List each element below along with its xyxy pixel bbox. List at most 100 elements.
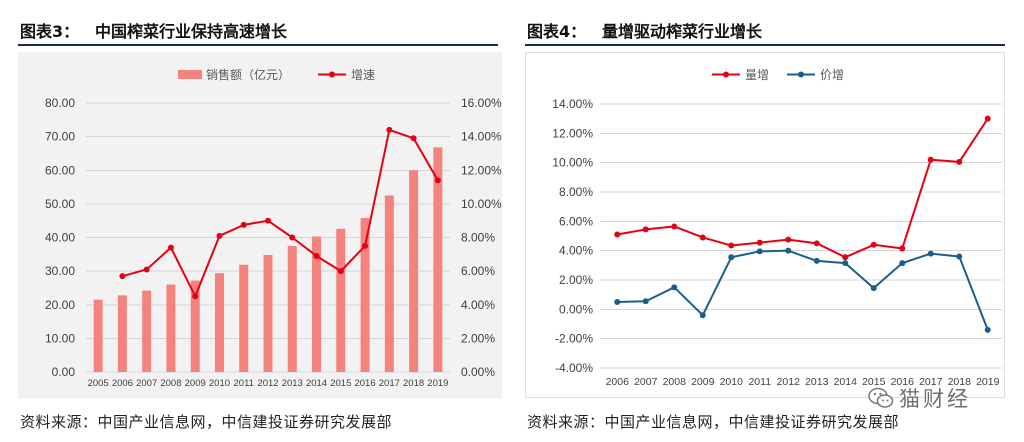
sales-bar-2005 [93,299,103,372]
legend-bar-swatch [178,70,202,79]
volume-growth-point-2015 [870,241,877,248]
price-growth-point-2017 [927,250,934,257]
icon-eye [886,399,889,402]
y-right-tick-label: 2.00% [461,331,495,345]
y-right-tick-label: 6.00% [461,264,495,278]
legend-volume-growth-marker [723,71,729,78]
x-tick-label: 2006 [112,378,133,389]
x-tick-label: 2017 [379,378,400,389]
price-growth-point-2013 [813,257,820,264]
y-tick-label: -4.00% [555,361,593,375]
growth-rate-point-2013 [289,234,296,241]
growth-rate-point-2011 [240,221,247,228]
wechat-icon [868,387,894,409]
x-tick-label: 2016 [354,378,375,389]
growth-rate-line [122,128,439,298]
figure-3-title-row: 图表3： 中国榨菜行业保持高速增长 [18,20,498,46]
price-growth-line [617,249,989,331]
y-tick-label: 12.00% [552,126,593,140]
figure-4-chart-panel: -4.00% -2.00% 0.00% 2.00% 4.00% 6.00% 8.00% 10.… [525,52,1005,398]
sales-bar-2013 [287,245,297,372]
watermark-text: 猫财经 [899,387,971,411]
price-growth-point-2006 [614,299,621,305]
x-tick-label: 2015 [330,378,351,389]
volume-growth-point-2006 [614,231,621,238]
x-tick-label: 2012 [777,376,801,388]
legend-price-growth-marker [798,71,804,78]
price-growth-point-2015 [870,285,877,292]
x-tick-label: 2014 [306,378,327,389]
sales-bar-2007 [142,290,152,372]
legend-label-sales: 销售额（亿元） [206,67,290,82]
price-growth-point-2018 [956,253,963,260]
figure-3-chart: 0.00 10.00 20.00 30.00 40.00 50.00 60.00 70.00 8… [45,67,502,389]
icon-bubble-small [876,394,894,408]
growth-rate-point-2006 [119,273,126,280]
y-right-tick-label: 8.00% [461,231,495,245]
figure-4-label: 图表4： [527,22,587,41]
volume-growth-point-2017 [927,156,934,163]
y-tick-label: 14.00% [552,97,593,111]
figure-4-source: 资料来源：中国产业信息网，中信建投证券研究发展部 [527,413,900,431]
legend-label-growth: 增速 [351,68,375,82]
icon-eye [879,392,882,396]
growth-rate-point-2010 [216,232,223,239]
x-tick-label: 2014 [834,376,858,388]
growth-rate-point-2015 [337,268,344,275]
volume-growth-point-2010 [728,242,735,249]
sales-bar-2011 [239,264,249,372]
sales-bar-2010 [214,273,224,372]
legend-line-marker [329,71,335,78]
x-tick-label: 2016 [891,376,915,388]
y-right-tick-label: 16.00% [461,96,502,110]
y-left-tick-label: 70.00 [45,130,75,144]
y-tick-label: -2.00% [555,332,593,346]
x-tick-label: 2007 [136,378,157,389]
y-left-tick-label: 50.00 [45,197,75,211]
icon-eye [882,399,884,402]
y-tick-label: 2.00% [559,273,593,287]
price-growth-point-2009 [699,312,706,319]
y-right-tick-label: 4.00% [461,298,495,312]
y-left-tick-label: 80.00 [45,96,75,110]
x-tick-label: 2013 [805,376,829,388]
x-tick-label: 2010 [209,378,230,389]
volume-growth-point-2018 [956,158,963,165]
price-growth-point-2012 [785,247,792,254]
volume-growth-point-2008 [671,223,678,230]
legend-label-price-growth: 价增 [820,68,844,82]
x-tick-label: 2019 [427,378,448,389]
sales-bar-2018 [409,170,419,372]
volume-growth-point-2013 [813,240,820,247]
figure-4-title-row: 图表4： 量增驱动榨菜行业增长 [525,20,1005,46]
x-tick-label: 2012 [257,378,278,389]
sales-bar-2008 [166,284,176,372]
y-tick-label: 6.00% [559,214,593,228]
x-tick-label: 2008 [160,378,181,389]
y-right-tick-label: 10.00% [461,197,502,211]
wechat-icon-graphic [868,387,894,408]
y-tick-label: 10.00% [552,156,593,170]
figure-3-source: 资料来源：中国产业信息网，中信建投证券研究发展部 [20,413,393,431]
sales-bar-2016 [360,217,370,372]
growth-rate-point-2009 [192,293,199,300]
volume-growth-point-2016 [899,245,906,252]
price-growth-point-2016 [899,260,906,267]
volume-growth-point-2009 [699,234,706,241]
x-tick-label: 2011 [234,378,254,389]
price-growth-point-2008 [671,284,678,291]
sales-bar-2017 [384,195,394,372]
y-right-tick-label: 12.00% [461,163,502,177]
x-tick-label: 2019 [976,376,1000,388]
y-left-tick-label: 0.00 [52,365,76,379]
x-tick-label: 2011 [748,376,771,388]
y-right-tick-label: 0.00% [461,365,495,379]
x-tick-label: 2015 [862,376,886,388]
watermark: 猫财经 [868,385,971,411]
volume-growth-point-2007 [642,226,649,233]
x-tick-label: 2018 [948,376,972,388]
y-right-tick-label: 14.00% [461,130,502,144]
figure-3-label: 图表3： [20,22,80,41]
volume-growth-point-2012 [785,236,792,243]
